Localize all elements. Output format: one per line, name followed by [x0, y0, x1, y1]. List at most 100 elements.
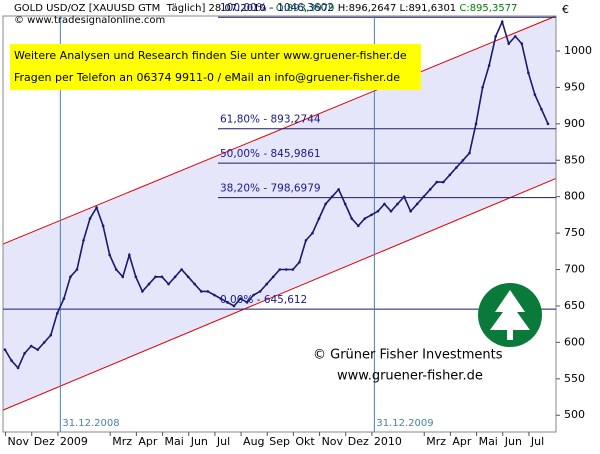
price-point: [468, 151, 471, 155]
price-point: [396, 202, 399, 206]
x-tick-label: Jun: [190, 435, 208, 448]
price-point: [75, 268, 79, 271]
price-point: [62, 297, 66, 300]
price-point: [154, 275, 157, 279]
channel-band: [3, 16, 556, 411]
header: GOLD USD/OZ [XAUUSD GTM Täglich] 28.07.2…: [14, 3, 517, 14]
x-tick-label: Sep: [269, 435, 290, 448]
year-marker-label: 31.12.2009: [376, 418, 433, 429]
price-point: [49, 333, 53, 337]
header-part: GOLD USD/OZ [XAUUSD GTM Täglich] 28.07.2…: [14, 3, 276, 14]
price-point: [461, 158, 465, 162]
x-tick-label: Mrz: [112, 435, 132, 448]
price-point: [533, 93, 537, 96]
price-point: [180, 268, 183, 271]
y-tick-label: 800: [564, 190, 585, 203]
price-point: [337, 188, 340, 191]
x-tick-label: 2009: [60, 435, 88, 448]
price-point: [36, 348, 40, 351]
y-tick-label: 750: [564, 226, 585, 239]
price-point: [101, 224, 105, 228]
price-point: [363, 217, 367, 220]
fib-label: 100,00% - 1046,3602: [220, 2, 334, 14]
x-tick-label: Mrz: [426, 435, 446, 448]
x-tick-label: Okt: [295, 435, 315, 448]
fib-label: 50,00% - 845,9861: [220, 148, 321, 160]
y-tick-label: 900: [564, 117, 585, 130]
price-point: [415, 202, 419, 206]
x-tick-label: Mai: [479, 435, 498, 448]
price-point: [193, 282, 197, 286]
price-point: [226, 301, 229, 304]
x-tick-label: Jul: [530, 435, 544, 448]
price-point: [213, 293, 216, 297]
price-point: [356, 224, 360, 228]
price-point: [481, 86, 484, 89]
price-point: [494, 35, 497, 38]
price-point: [285, 268, 288, 271]
price-point: [95, 206, 98, 209]
price-point: [147, 282, 151, 286]
price-point: [3, 348, 7, 351]
x-tick-label: Apr: [138, 435, 158, 448]
y-tick-label: 500: [564, 408, 585, 421]
price-point: [186, 275, 190, 279]
x-tick-label: Dez: [34, 435, 55, 448]
price-point: [10, 359, 13, 362]
price-point: [69, 275, 72, 279]
price-point: [114, 268, 118, 271]
logo: [478, 283, 542, 347]
price-point: [487, 64, 491, 67]
y-tick-label: 950: [564, 80, 585, 93]
price-point: [370, 213, 373, 217]
price-point: [311, 231, 314, 235]
price-point: [265, 282, 268, 286]
price-point: [546, 122, 550, 126]
price-point: [507, 42, 511, 45]
price-point: [298, 260, 301, 264]
price-point: [128, 253, 131, 257]
price-point: [23, 352, 26, 355]
channel-lower: [2, 178, 557, 411]
y-tick-label: 700: [564, 263, 585, 276]
price-point: [317, 217, 321, 220]
y-tick-label: 600: [564, 335, 585, 348]
x-tick-label: Aug: [243, 435, 264, 448]
price-point: [389, 209, 393, 213]
header-part: O:893,3979: [276, 3, 335, 14]
promo-box: [10, 44, 421, 90]
price-point: [258, 290, 262, 293]
x-tick-label: Nov: [322, 435, 344, 448]
price-point: [160, 275, 164, 279]
price-point: [56, 311, 59, 315]
price-line: [4, 19, 549, 370]
price-point: [422, 195, 425, 198]
price-point: [141, 290, 144, 293]
price-point: [409, 209, 412, 213]
y-tick-label: 550: [564, 372, 585, 385]
x-tick-label: Apr: [452, 435, 472, 448]
price-point: [540, 107, 543, 111]
price-point: [173, 275, 177, 279]
price-point: [82, 239, 85, 242]
price-point: [42, 341, 46, 344]
price-point: [376, 209, 380, 213]
channel-upper: [2, 15, 557, 245]
price-point: [428, 188, 432, 191]
price-point: [206, 290, 210, 293]
x-tick-label: 2010: [374, 435, 402, 448]
price-point: [199, 290, 203, 293]
price-point: [304, 239, 308, 242]
price-point: [121, 275, 125, 279]
price-point: [527, 71, 530, 75]
price-point: [500, 20, 504, 24]
price-point: [239, 297, 242, 300]
price-point: [330, 195, 334, 198]
price-point: [513, 35, 517, 38]
price-point: [219, 297, 223, 300]
price-point: [134, 275, 138, 279]
header-part: H:896,2647 L:891,6301: [335, 3, 460, 14]
source: © www.tradesignalonline.com: [14, 15, 165, 26]
x-tick-label: Mai: [165, 435, 184, 448]
price-point: [448, 173, 452, 177]
